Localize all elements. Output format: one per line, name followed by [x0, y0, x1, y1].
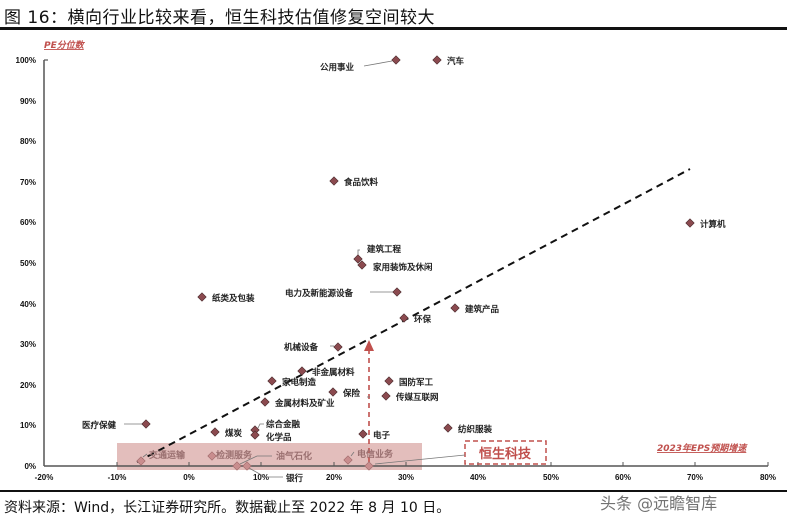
svg-text:0%: 0%	[24, 462, 36, 471]
svg-text:100%: 100%	[16, 56, 36, 65]
svg-text:国防军工: 国防军工	[399, 377, 434, 388]
point-labels: 公用事业 汽车 食品饮料 计算机 建筑工程 家用装饰及休闲 电力及新能源设备 纸…	[82, 56, 726, 484]
y-tick-labels: 100% 90% 80% 70% 60% 50% 40% 30% 20% 10%…	[16, 56, 36, 471]
svg-text:非金属材料: 非金属材料	[312, 367, 355, 378]
svg-text:公用事业: 公用事业	[320, 62, 355, 73]
svg-text:传媒互联网: 传媒互联网	[395, 392, 439, 403]
svg-text:金属材料及矿业: 金属材料及矿业	[274, 398, 335, 409]
svg-text:电信业务: 电信业务	[357, 448, 394, 460]
svg-text:50%: 50%	[543, 473, 559, 482]
figure-title: 图 16：横向行业比较来看，恒生科技估值修复空间较大	[4, 8, 436, 28]
svg-text:建筑产品: 建筑产品	[464, 304, 500, 315]
svg-text:油气石化: 油气石化	[276, 450, 312, 462]
y-axis-title: PE分位数	[44, 40, 86, 51]
svg-text:煤炭: 煤炭	[225, 428, 243, 439]
x-tick-labels: -20% -10% 0% 10% 20% 30% 40% 50% 60% 70%…	[35, 473, 776, 482]
svg-text:70%: 70%	[687, 473, 703, 482]
hs-tech-arrow	[364, 340, 374, 462]
svg-text:家用装饰及休闲: 家用装饰及休闲	[373, 262, 433, 273]
svg-text:60%: 60%	[615, 473, 631, 482]
svg-text:50%: 50%	[20, 259, 36, 268]
svg-text:汽车: 汽车	[447, 56, 465, 67]
svg-text:60%: 60%	[20, 218, 36, 227]
title-divider	[0, 27, 787, 30]
svg-text:保险: 保险	[342, 388, 361, 399]
svg-text:电子: 电子	[373, 430, 391, 441]
svg-text:家电制造: 家电制造	[282, 377, 317, 388]
svg-text:建筑工程: 建筑工程	[366, 244, 402, 255]
svg-text:-10%: -10%	[108, 473, 127, 482]
svg-text:10%: 10%	[20, 421, 36, 430]
svg-text:食品饮料: 食品饮料	[344, 177, 379, 188]
svg-text:10%: 10%	[253, 473, 269, 482]
svg-text:医疗保健: 医疗保健	[82, 420, 117, 431]
svg-text:银行: 银行	[285, 473, 304, 484]
x-axis-title: 2023年EPS预期增速	[657, 443, 748, 454]
svg-text:交通运输: 交通运输	[149, 449, 186, 461]
svg-text:恒生科技: 恒生科技	[479, 446, 532, 462]
svg-text:90%: 90%	[20, 97, 36, 106]
svg-text:化学品: 化学品	[266, 432, 292, 443]
trend-line	[136, 168, 691, 463]
svg-text:40%: 40%	[470, 473, 486, 482]
svg-text:30%: 30%	[20, 340, 36, 349]
svg-text:30%: 30%	[398, 473, 414, 482]
svg-text:70%: 70%	[20, 178, 36, 187]
hs-tech-label-box: 恒生科技	[464, 440, 547, 465]
watermark: 头条 @远瞻智库	[600, 494, 718, 513]
svg-text:80%: 80%	[760, 473, 776, 482]
source-note: 资料来源：Wind，长江证券研究所。数据截止至 2022 年 8 月 10 日。	[4, 500, 451, 516]
svg-text:机械设备: 机械设备	[284, 342, 319, 353]
svg-text:计算机: 计算机	[700, 219, 726, 230]
svg-text:20%: 20%	[326, 473, 342, 482]
svg-text:-20%: -20%	[35, 473, 54, 482]
svg-text:20%: 20%	[20, 381, 36, 390]
svg-text:80%: 80%	[20, 137, 36, 146]
svg-text:检测服务: 检测服务	[216, 449, 253, 461]
source-divider	[0, 490, 787, 492]
svg-text:综合金融: 综合金融	[266, 419, 301, 430]
svg-text:电力及新能源设备: 电力及新能源设备	[285, 288, 354, 299]
svg-text:0%: 0%	[183, 473, 195, 482]
svg-text:纺织服装: 纺织服装	[458, 424, 493, 435]
svg-text:40%: 40%	[20, 300, 36, 309]
svg-text:纸类及包装: 纸类及包装	[212, 293, 255, 304]
svg-text:环保: 环保	[414, 314, 432, 325]
